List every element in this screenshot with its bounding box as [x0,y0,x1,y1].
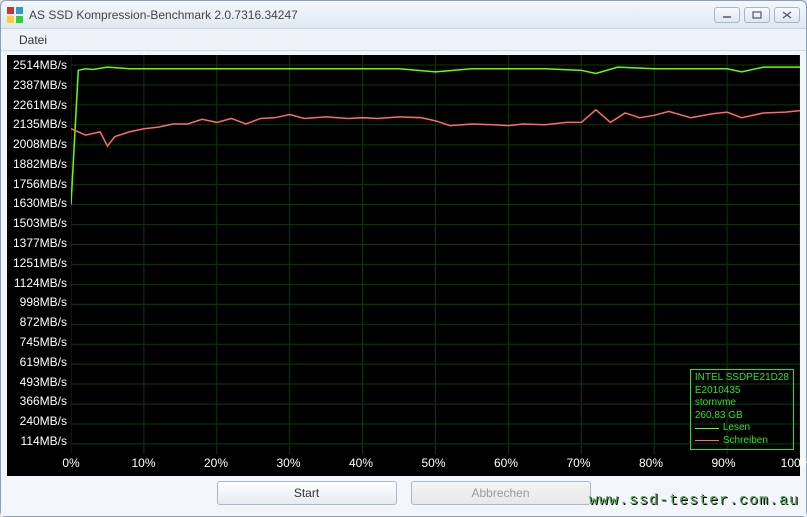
legend-write-label: Schreiben [723,435,768,448]
x-axis-tick-label: 30% [276,456,300,470]
y-axis-tick-label: 872MB/s [20,315,67,329]
y-axis-tick-label: 493MB/s [20,375,67,389]
chart-legend-box: INTEL SSDPE21D28 E2010435 stornvme 260,8… [690,369,794,450]
y-axis-tick-label: 2008MB/s [13,137,67,151]
x-axis-tick-label: 100% [781,456,807,470]
y-axis-tick-label: 2261MB/s [13,98,67,112]
y-axis-tick-label: 1251MB/s [13,256,67,270]
x-axis-tick-label: 70% [566,456,590,470]
app-icon [7,7,23,23]
y-axis-tick-label: 998MB/s [20,295,67,309]
legend-read-label: Lesen [723,422,750,435]
y-axis-tick-label: 1630MB/s [13,196,67,210]
x-axis-tick-label: 80% [639,456,663,470]
x-axis-tick-label: 90% [711,456,735,470]
x-axis-tick-label: 0% [62,456,79,470]
x-axis-tick-label: 50% [421,456,445,470]
y-axis-tick-label: 1377MB/s [13,236,67,250]
close-icon [782,11,792,19]
button-row: Start Abbrechen [7,476,800,510]
y-axis-tick-label: 619MB/s [20,355,67,369]
y-axis-tick-label: 114MB/s [21,434,67,448]
maximize-icon [752,11,762,19]
y-axis-tick-label: 366MB/s [20,394,67,408]
device-driver: stornvme [695,397,789,410]
window-controls [714,7,800,23]
start-button[interactable]: Start [217,481,397,505]
legend-write-line-icon [695,440,719,441]
x-axis-tick-label: 20% [204,456,228,470]
y-axis-tick-label: 745MB/s [20,335,67,349]
close-button[interactable] [774,7,800,23]
y-axis-tick-label: 240MB/s [20,414,67,428]
y-axis-labels: 114MB/s 240MB/s 366MB/s 493MB/s 619MB/s 745MB… [7,55,71,454]
y-axis-tick-label: 1124MB/s [14,276,67,290]
y-axis-tick-label: 1756MB/s [13,177,67,191]
device-model: INTEL SSDPE21D28 [695,372,789,385]
legend-row-read: Lesen [695,422,789,435]
y-axis-tick-label: 1882MB/s [13,157,67,171]
menu-file[interactable]: Datei [11,31,55,49]
y-axis-tick-label: 2387MB/s [13,78,67,92]
titlebar[interactable]: AS SSD Kompression-Benchmark 2.0.7316.34… [1,1,806,29]
x-axis-tick-label: 40% [349,456,373,470]
x-axis-tick-label: 10% [131,456,155,470]
content-area: 114MB/s 240MB/s 366MB/s 493MB/s 619MB/s 745MB… [1,51,806,516]
legend-read-line-icon [695,428,719,429]
cancel-button: Abbrechen [411,481,591,505]
y-axis-tick-label: 1503MB/s [13,216,67,230]
device-capacity: 260,83 GB [695,410,789,423]
x-axis-labels: 0%10%20%30%40%50%60%70%80%90%100% [71,454,800,476]
window-title: AS SSD Kompression-Benchmark 2.0.7316.34… [29,8,714,22]
chart-area: 114MB/s 240MB/s 366MB/s 493MB/s 619MB/s 745MB… [7,55,800,476]
x-axis-tick-label: 60% [494,456,518,470]
device-serial: E2010435 [695,385,789,398]
minimize-icon [722,11,732,19]
y-axis-tick-label: 2135MB/s [13,117,67,131]
menubar: Datei [1,29,806,51]
maximize-button[interactable] [744,7,770,23]
app-window: AS SSD Kompression-Benchmark 2.0.7316.34… [0,0,807,517]
minimize-button[interactable] [714,7,740,23]
legend-row-write: Schreiben [695,435,789,448]
y-axis-tick-label: 2514MB/s [13,58,67,72]
